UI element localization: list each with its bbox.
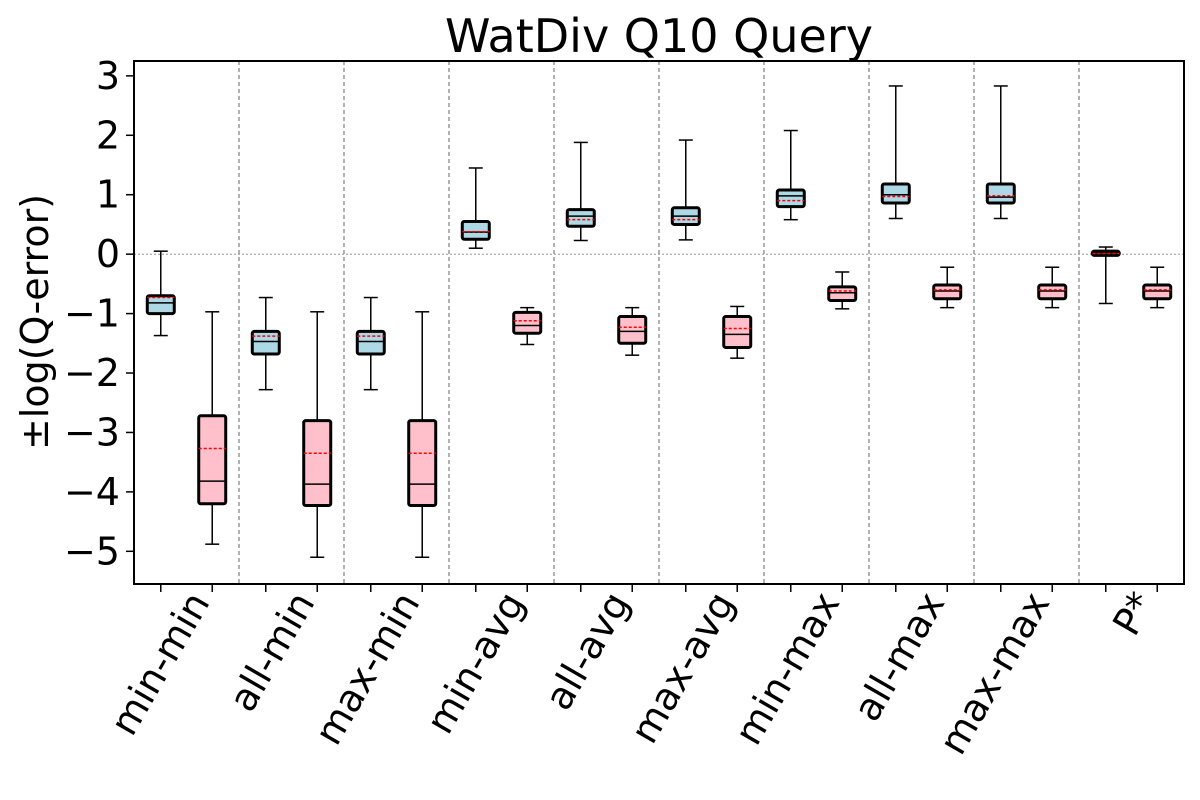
iqr-box [145,294,176,316]
y-tick-label: 3 [96,54,120,98]
y-tick-label: −5 [64,529,120,573]
box-under-max-min [407,311,438,592]
iqr-box [827,285,858,303]
y-tick-label: 1 [96,173,120,217]
x-category-label: all-max [845,585,954,729]
iqr-box [460,219,491,241]
iqr-box [565,208,596,228]
iqr-box [880,182,911,205]
iqr-box [197,414,228,506]
x-category-label: all-avg [536,585,638,718]
x-category-label: all-min [220,585,323,719]
box-under-all-avg [617,306,648,592]
box-under-min-max [827,271,858,592]
box-over-all-min [250,296,281,592]
box-under-P* [1142,266,1173,592]
x-category-label: max-avg [622,585,743,751]
y-tick-label: −2 [64,351,120,395]
box-under-max-avg [722,305,753,592]
box-over-P* [1090,246,1121,592]
box-under-all-min [302,311,333,592]
x-category-label: min-max [726,585,848,753]
box-under-all-max [932,266,963,592]
y-tick-label: −4 [64,470,120,514]
chart-title: WatDiv Q10 Query [445,9,873,63]
y-tick-label: 2 [96,113,120,157]
iqr-box [722,315,753,349]
box-over-max-max [985,85,1016,592]
iqr-box [250,329,281,356]
iqr-box [775,188,806,209]
box-under-max-max [1037,266,1068,592]
y-tick-label: −3 [64,410,120,454]
x-category-label: max-min [306,585,428,753]
box-over-min-min [145,250,176,592]
iqr-box [355,329,386,356]
y-axis-label: ±log(Q-error) [13,194,57,450]
box-over-max-min [355,296,386,592]
y-tick-label: −1 [64,292,120,336]
plot-area: 3 2 1 0 −1 −2 −3 −4 −5 min-min all-minmax-minmin-a… [64,54,1185,762]
iqr-box [1037,283,1068,301]
box-over-min-avg [460,167,491,592]
iqr-box [932,283,963,301]
box-under-min-min [197,311,228,592]
x-category-label: P* [1104,585,1163,643]
box-over-all-max [880,85,911,592]
iqr-box [617,315,648,345]
box-over-all-avg [565,141,596,592]
box-over-max-avg [670,139,701,592]
iqr-box [1142,283,1173,301]
box-over-min-max [775,129,806,592]
iqr-box [407,419,438,508]
x-category-label: min-min [102,585,219,743]
axes-frame [133,60,1185,585]
iqr-box [302,419,333,508]
iqr-box [985,182,1016,205]
box-under-min-avg [512,306,543,592]
y-tick-label: 0 [96,232,120,276]
x-category-label: min-avg [418,585,534,741]
iqr-box [512,310,543,335]
